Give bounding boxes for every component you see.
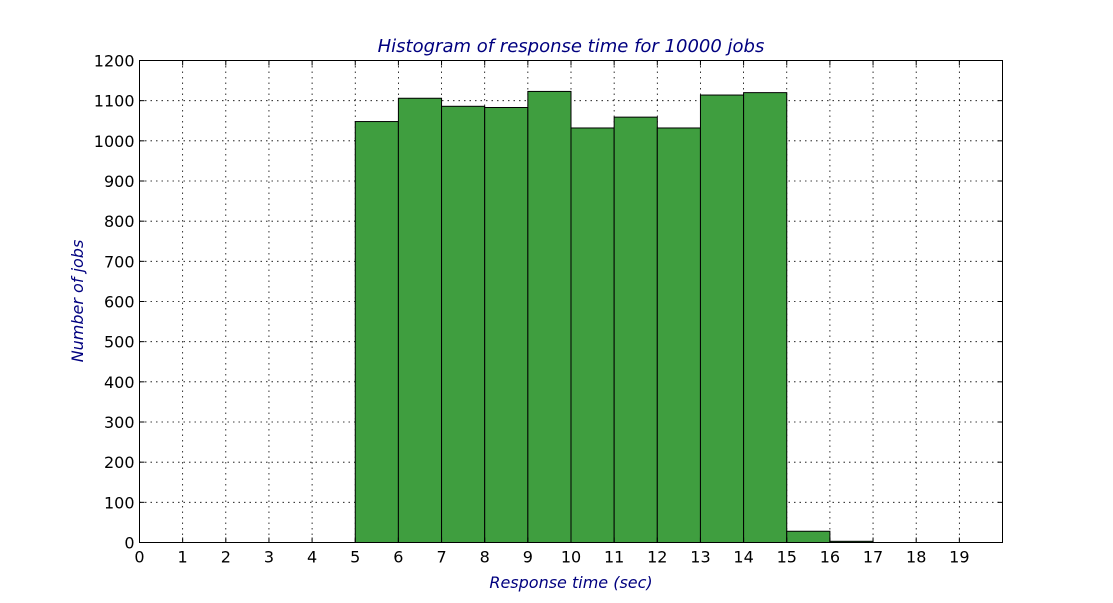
x-tick-label: 9: [523, 548, 533, 567]
x-tick-label: 0: [134, 548, 144, 567]
y-tick-label: 100: [104, 493, 135, 512]
x-tick-label: 6: [393, 548, 403, 567]
x-tick-label: 1: [178, 548, 188, 567]
x-tick-label: 8: [480, 548, 490, 567]
y-tick-label: 0: [124, 534, 134, 553]
x-tick-label: 4: [307, 548, 317, 567]
y-tick-label: 700: [104, 252, 135, 271]
y-axis-ticks: 0 100 200 300 400 500 600 700 800 900 1000 1100 1200: [94, 52, 1003, 553]
y-tick-label: 1100: [94, 92, 135, 111]
y-axis-label: Number of jobs: [68, 240, 87, 363]
y-tick-label: 300: [104, 413, 135, 432]
histogram-bar: [397, 97, 443, 544]
y-tick-label: 800: [104, 212, 135, 231]
x-tick-label: 2: [221, 548, 231, 567]
histogram-bars: [354, 90, 874, 544]
histogram-bar: [484, 106, 529, 544]
x-tick-label: 10: [561, 548, 581, 567]
y-tick-label: 400: [104, 373, 135, 392]
histogram-bar: [354, 121, 399, 543]
x-tick-label: 18: [906, 548, 926, 567]
x-tick-label: 3: [264, 548, 274, 567]
histogram-bar: [441, 105, 486, 543]
histogram-bar: [527, 90, 572, 543]
y-tick-label: 500: [104, 333, 135, 352]
x-tick-label: 12: [647, 548, 667, 567]
histogram-bar: [656, 127, 701, 543]
histogram-bar: [743, 92, 788, 543]
x-tick-label: 19: [949, 548, 969, 567]
y-tick-label: 600: [104, 293, 135, 312]
x-tick-label: 11: [604, 548, 624, 567]
histogram-bar: [786, 530, 831, 544]
y-tick-label: 1200: [94, 52, 135, 71]
x-tick-label: 14: [733, 548, 753, 567]
x-tick-label: 5: [350, 548, 360, 567]
histogram-bar: [570, 127, 615, 543]
x-tick-label: 7: [436, 548, 446, 567]
x-axis-ticks: 0 1 2 3 4 5 6 7 8 9 10 11 12 13 14 15 16 17 18 19: [134, 60, 970, 567]
x-tick-label: 17: [863, 548, 883, 567]
chart-title: Histogram of response time for 10000 job…: [378, 36, 765, 57]
x-tick-label: 15: [777, 548, 797, 567]
y-tick-label: 1000: [94, 132, 135, 151]
y-tick-label: 200: [104, 453, 135, 472]
x-axis-label: Response time (sec): [489, 573, 652, 592]
x-tick-label: 13: [690, 548, 710, 567]
histogram-bar: [699, 94, 745, 543]
y-tick-label: 900: [104, 172, 135, 191]
histogram-bar: [613, 116, 658, 543]
x-tick-label: 16: [820, 548, 840, 567]
